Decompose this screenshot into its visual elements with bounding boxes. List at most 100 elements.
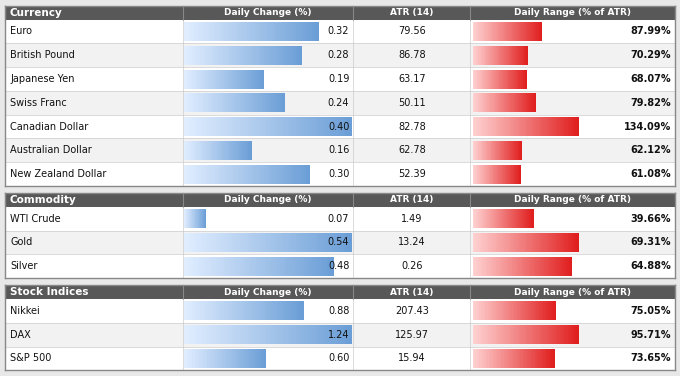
Bar bbox=[253, 46, 255, 65]
Bar bbox=[306, 257, 309, 276]
Bar bbox=[488, 70, 489, 88]
Bar bbox=[509, 46, 511, 65]
Bar bbox=[276, 46, 279, 65]
Bar bbox=[515, 70, 516, 88]
Bar bbox=[531, 233, 533, 252]
Bar bbox=[218, 141, 219, 160]
Bar bbox=[236, 70, 237, 88]
Bar bbox=[5, 115, 675, 138]
Bar bbox=[522, 257, 524, 276]
Bar bbox=[189, 257, 192, 276]
Bar bbox=[284, 302, 286, 320]
Text: 0.19: 0.19 bbox=[328, 74, 350, 84]
Bar bbox=[220, 93, 222, 112]
Bar bbox=[284, 46, 286, 65]
Bar bbox=[262, 302, 264, 320]
Text: 0.32: 0.32 bbox=[328, 26, 350, 36]
Bar bbox=[252, 22, 254, 41]
Bar bbox=[523, 70, 524, 88]
Bar bbox=[526, 233, 528, 252]
Bar bbox=[492, 165, 493, 183]
Bar bbox=[485, 325, 487, 344]
Bar bbox=[233, 141, 235, 160]
Bar bbox=[480, 46, 481, 65]
Bar bbox=[498, 46, 500, 65]
Bar bbox=[229, 46, 231, 65]
Bar bbox=[296, 46, 298, 65]
Bar bbox=[477, 165, 479, 183]
Bar bbox=[214, 165, 216, 183]
Bar bbox=[498, 209, 499, 228]
Bar bbox=[497, 325, 499, 344]
Bar bbox=[223, 46, 226, 65]
Bar bbox=[281, 165, 283, 183]
Bar bbox=[490, 93, 491, 112]
Bar bbox=[481, 233, 483, 252]
Bar bbox=[214, 22, 216, 41]
Bar bbox=[500, 93, 501, 112]
Bar bbox=[186, 141, 188, 160]
Bar bbox=[194, 165, 197, 183]
Bar bbox=[220, 22, 222, 41]
Bar bbox=[290, 325, 294, 344]
Bar bbox=[575, 325, 577, 344]
Bar bbox=[343, 117, 347, 136]
Bar bbox=[478, 70, 479, 88]
Bar bbox=[242, 141, 244, 160]
Bar bbox=[481, 257, 483, 276]
Bar bbox=[254, 70, 256, 88]
Bar bbox=[481, 302, 483, 320]
Text: 0.07: 0.07 bbox=[328, 214, 350, 224]
Bar bbox=[290, 117, 294, 136]
Bar bbox=[200, 209, 201, 228]
Bar bbox=[494, 93, 496, 112]
Bar bbox=[224, 22, 227, 41]
Bar bbox=[532, 22, 533, 41]
Bar bbox=[192, 257, 194, 276]
Bar bbox=[343, 325, 347, 344]
Bar bbox=[516, 141, 517, 160]
Bar bbox=[211, 349, 213, 368]
Bar bbox=[547, 302, 549, 320]
Bar bbox=[483, 141, 484, 160]
Bar bbox=[503, 257, 505, 276]
Bar bbox=[295, 302, 298, 320]
Bar bbox=[252, 302, 254, 320]
Bar bbox=[476, 46, 477, 65]
Bar bbox=[296, 257, 299, 276]
Bar bbox=[508, 209, 509, 228]
Bar bbox=[257, 325, 260, 344]
Bar bbox=[524, 93, 526, 112]
Bar bbox=[546, 349, 547, 368]
Bar bbox=[253, 93, 255, 112]
Bar bbox=[189, 209, 190, 228]
Bar bbox=[489, 209, 490, 228]
Bar bbox=[235, 70, 236, 88]
Text: 82.78: 82.78 bbox=[398, 121, 426, 132]
Bar bbox=[540, 233, 542, 252]
Bar bbox=[194, 302, 197, 320]
Bar bbox=[226, 70, 228, 88]
Bar bbox=[534, 302, 535, 320]
Bar bbox=[226, 325, 229, 344]
Bar bbox=[226, 233, 229, 252]
Text: New Zealand Dollar: New Zealand Dollar bbox=[10, 169, 107, 179]
Bar bbox=[517, 233, 519, 252]
Bar bbox=[316, 257, 319, 276]
Bar bbox=[493, 165, 494, 183]
Bar bbox=[238, 22, 241, 41]
Bar bbox=[520, 233, 522, 252]
Bar bbox=[509, 257, 511, 276]
Bar bbox=[235, 141, 236, 160]
Bar bbox=[5, 91, 675, 115]
Bar bbox=[341, 233, 344, 252]
Bar bbox=[233, 165, 235, 183]
Bar bbox=[505, 233, 507, 252]
Bar bbox=[269, 22, 272, 41]
Bar bbox=[187, 233, 190, 252]
Bar bbox=[218, 165, 220, 183]
Bar bbox=[573, 233, 575, 252]
Bar bbox=[198, 349, 199, 368]
Bar bbox=[545, 349, 546, 368]
Bar bbox=[209, 233, 212, 252]
